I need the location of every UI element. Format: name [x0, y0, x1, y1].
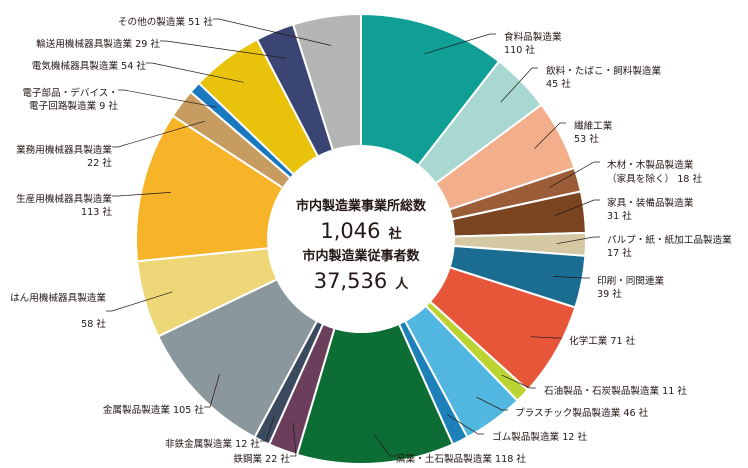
slice-label: パルプ・紙・紙加工品製造業 [607, 234, 732, 246]
slice-value-label: 39 社 [597, 288, 622, 300]
total-employees-label: 市内製造業従事者数 [302, 248, 420, 264]
slice-value-label: 110 社 [504, 44, 535, 56]
slice-label: 輸送用機械器具製造業 29 社 [36, 38, 160, 50]
total-employees-unit: 人 [395, 276, 409, 292]
leader-line [424, 33, 496, 55]
leader-line [501, 374, 536, 389]
slice-value-label: 電子回路製造業 9 社 [29, 100, 118, 112]
slice-value-label: （家具を除く） 18 社 [607, 173, 702, 185]
leader-line [290, 422, 297, 457]
leader-line [500, 67, 538, 103]
leader-line [530, 336, 562, 339]
slice-label: 電子部品・デバイス・ [22, 87, 118, 99]
slice-label: 繊維工業 [574, 120, 613, 132]
slice-value-label: 53 社 [574, 133, 599, 145]
leader-line [534, 122, 566, 149]
total-companies-label: 市内製造業事業所総数 [296, 198, 427, 214]
leader-line [112, 192, 171, 197]
leader-line [447, 414, 484, 435]
slice-label: 電気機械器具製造業 54 社 [32, 60, 147, 72]
leader-line [204, 374, 220, 408]
total-employees-value: 37,536 [314, 269, 387, 293]
slice-label: 木材・木製品製造業 [607, 159, 694, 171]
slice-label: ゴム製品製造業 12 社 [492, 431, 587, 443]
leader-line [476, 396, 508, 411]
total-companies-figure: 1,046 社 [320, 219, 401, 243]
slice-label: 飲料・たばこ・飼料製造業 [546, 65, 662, 77]
slice-value-label: 31 社 [607, 210, 632, 222]
total-companies-unit: 社 [388, 226, 402, 242]
leader-line [373, 434, 396, 457]
leader-line [160, 40, 287, 59]
slice-value-label: 58 社 [81, 318, 106, 330]
leader-line [118, 89, 217, 108]
pie-slice [295, 236, 455, 465]
slice-label: 非鉄金属製造業 12 社 [165, 438, 260, 450]
leader-line [146, 62, 244, 83]
slice-label: はん用機械器具製造業 [10, 292, 106, 304]
center-disc [267, 145, 455, 333]
slice-label: 窯業・土石製品製造業 118 社 [396, 453, 526, 465]
slice-value-label: 22 社 [87, 157, 112, 169]
slice-label: 食料品製造業 [504, 31, 562, 43]
slice-label: 金属製品製造業 105 社 [103, 404, 205, 416]
total-employees-figure: 37,536 人 [314, 269, 410, 293]
leader-line [549, 161, 600, 188]
slice-value-label: 17 社 [607, 247, 632, 259]
slice-value-label: 113 社 [81, 206, 112, 218]
slice-label: 石油製品・石炭製品製造業 11 社 [544, 385, 687, 397]
leader-line [260, 414, 276, 442]
leader-line [555, 199, 600, 216]
leader-lines [106, 18, 600, 457]
slice-label: 鉄鋼業 22 社 [233, 453, 290, 465]
slice-label: その他の製造業 51 社 [118, 16, 213, 28]
leader-line [213, 18, 332, 46]
slice-label: プラスチック製品製造業 46 社 [515, 407, 649, 419]
leader-line [106, 291, 173, 312]
total-companies-value: 1,046 [320, 219, 380, 243]
leader-line [112, 120, 205, 148]
slice-value-label: 45 社 [546, 78, 571, 90]
slice-label: 生産用機械器具製造業 [16, 193, 112, 205]
slice-label: 家具・装備品製造業 [607, 197, 694, 209]
leader-line [553, 276, 590, 279]
slice-label: 業務用機械器具製造業 [16, 144, 112, 156]
slice-label: 化学工業 71 社 [569, 335, 636, 347]
leader-line [556, 236, 600, 245]
slice-label: 印刷・同関連業 [597, 275, 665, 287]
